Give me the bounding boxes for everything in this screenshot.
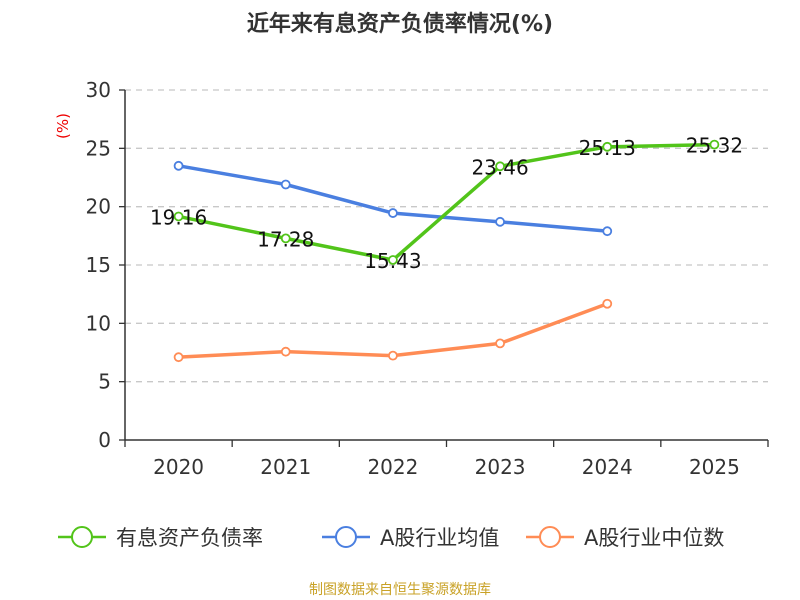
data-point	[280, 233, 291, 244]
y-tick-label: 0	[98, 428, 111, 452]
y-axis-label: (%)	[54, 113, 72, 139]
data-point	[173, 352, 184, 363]
data-label: 25.32	[686, 134, 743, 158]
data-point	[495, 216, 505, 227]
x-tick-label: 2024	[582, 455, 633, 479]
data-label: 19.16	[150, 205, 207, 229]
x-tick-label: 2020	[153, 455, 204, 479]
data-point	[388, 208, 398, 218]
y-tick-label: 5	[98, 370, 111, 394]
x-tick-label: 2022	[367, 455, 418, 479]
x-tick-label: 2023	[475, 455, 526, 479]
legend-marker	[71, 526, 93, 548]
data-label: 23.46	[471, 155, 528, 179]
data-point	[495, 161, 505, 172]
y-tick-label: 25	[86, 136, 111, 160]
data-label: 17.28	[257, 227, 314, 251]
data-point	[280, 179, 291, 190]
chart-title: 近年来有息资产负债率情况(%)	[246, 12, 554, 37]
data-point	[388, 255, 398, 265]
y-tick-label: 30	[86, 78, 111, 102]
legend-marker	[539, 526, 561, 548]
data-point	[602, 226, 613, 237]
legend-label: A股行业均值	[380, 526, 499, 550]
data-point	[173, 211, 184, 222]
legend-label: 有息资产负债率	[116, 526, 263, 550]
data-point	[709, 139, 720, 150]
y-tick-label: 20	[86, 195, 111, 219]
data-point	[280, 346, 291, 357]
source-note: 制图数据来自恒生聚源数据库	[309, 582, 491, 598]
series-line-0	[178, 142, 715, 262]
y-tick-label: 10	[86, 311, 111, 335]
data-label: 15.43	[364, 249, 421, 273]
legend-marker	[335, 526, 357, 548]
y-tick-label: 15	[86, 253, 111, 277]
data-point	[602, 298, 613, 309]
legend-label: A股行业中位数	[584, 526, 724, 550]
x-tick-label: 2025	[689, 455, 740, 479]
series-line-1	[178, 164, 608, 233]
x-tick-label: 2021	[260, 455, 311, 479]
data-point	[388, 350, 398, 361]
data-label: 25.13	[579, 136, 636, 160]
data-point	[495, 338, 505, 349]
data-point	[602, 141, 613, 152]
series-line-2	[178, 302, 608, 359]
data-point	[173, 160, 184, 171]
